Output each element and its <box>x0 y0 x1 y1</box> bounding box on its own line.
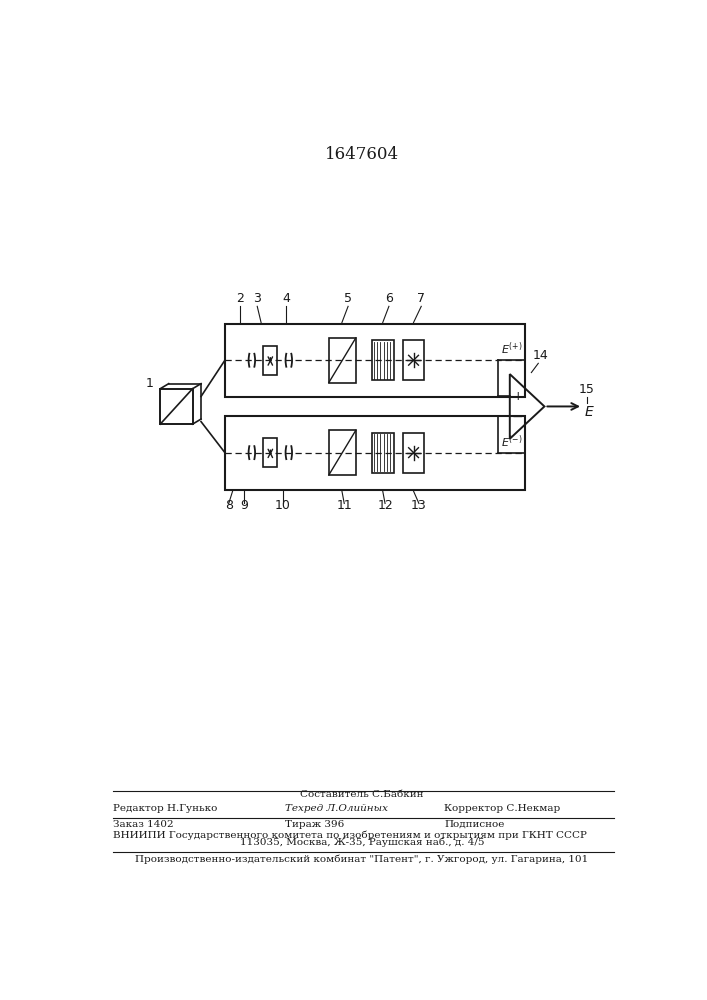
Text: 6: 6 <box>385 292 393 305</box>
Bar <box>372 340 394 380</box>
Text: 4: 4 <box>283 292 291 305</box>
Text: Составитель С.Бабкин: Составитель С.Бабкин <box>300 790 423 799</box>
Text: 2: 2 <box>236 292 244 305</box>
Text: Корректор С.Некмар: Корректор С.Некмар <box>444 804 561 813</box>
Text: 12: 12 <box>377 499 393 512</box>
Text: 3: 3 <box>253 292 261 305</box>
Bar <box>225 324 525 397</box>
Bar <box>329 338 356 383</box>
Text: $E^{(+)}$: $E^{(+)}$ <box>501 341 523 357</box>
Text: 14: 14 <box>532 349 549 362</box>
Text: ВНИИПИ Государственного комитета по изобретениям и открытиям при ГКНТ СССР: ВНИИПИ Государственного комитета по изоб… <box>113 831 587 840</box>
Text: +: + <box>512 390 522 403</box>
Text: 9: 9 <box>240 499 248 512</box>
Bar <box>160 389 192 424</box>
Text: Подписное: Подписное <box>444 820 505 829</box>
Text: Производственно-издательский комбинат "Патент", г. Ужгород, ул. Гагарина, 101: Производственно-издательский комбинат "П… <box>135 854 588 864</box>
Text: −: − <box>512 409 523 423</box>
Bar <box>329 430 356 475</box>
Bar <box>264 438 277 467</box>
Text: 13: 13 <box>411 499 427 512</box>
Bar <box>372 433 394 473</box>
Text: 1647604: 1647604 <box>325 146 399 163</box>
Bar <box>403 433 424 473</box>
Text: 1: 1 <box>146 377 153 390</box>
Text: $E^{(-)}$: $E^{(-)}$ <box>501 433 523 450</box>
Bar <box>403 340 424 380</box>
Text: Заказ 1402: Заказ 1402 <box>113 820 174 829</box>
Text: 5: 5 <box>344 292 352 305</box>
Text: 113035, Москва, Ж-35, Раушская наб., д. 4/5: 113035, Москва, Ж-35, Раушская наб., д. … <box>240 838 484 847</box>
Text: E: E <box>585 405 593 419</box>
Text: 10: 10 <box>275 499 291 512</box>
Bar <box>264 346 277 375</box>
Text: Редактор Н.Гунько: Редактор Н.Гунько <box>113 804 218 813</box>
Text: 11: 11 <box>337 499 352 512</box>
Text: 7: 7 <box>417 292 425 305</box>
Text: Техред Л.Олийных: Техред Л.Олийных <box>285 804 388 813</box>
Text: 8: 8 <box>225 499 233 512</box>
Bar <box>225 416 525 490</box>
Text: 15: 15 <box>579 383 595 396</box>
Text: Тираж 396: Тираж 396 <box>285 820 344 829</box>
